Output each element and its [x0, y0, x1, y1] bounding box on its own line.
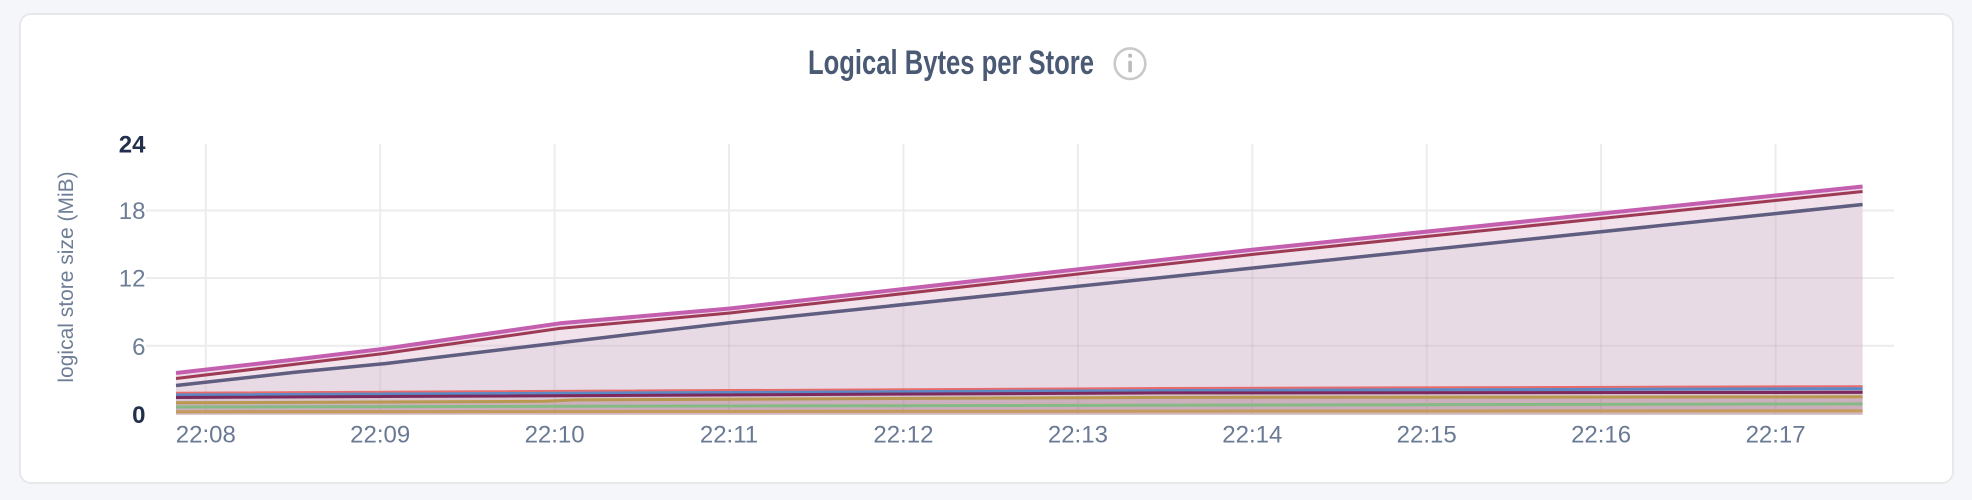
svg-text:22:08: 22:08 [176, 422, 236, 449]
svg-text:22:09: 22:09 [350, 422, 410, 449]
svg-text:22:12: 22:12 [873, 422, 933, 449]
svg-text:12: 12 [119, 266, 146, 293]
svg-text:22:14: 22:14 [1222, 422, 1282, 449]
svg-text:24: 24 [119, 132, 146, 159]
svg-text:6: 6 [132, 334, 145, 361]
svg-text:22:10: 22:10 [525, 422, 585, 449]
svg-text:22:16: 22:16 [1571, 422, 1631, 449]
svg-text:logical store size (MiB): logical store size (MiB) [55, 171, 78, 382]
svg-text:22:17: 22:17 [1746, 422, 1806, 449]
svg-text:18: 18 [119, 198, 146, 225]
svg-text:0: 0 [132, 402, 145, 429]
svg-text:22:15: 22:15 [1397, 422, 1457, 449]
svg-text:22:11: 22:11 [700, 422, 758, 449]
svg-text:22:13: 22:13 [1048, 422, 1108, 449]
